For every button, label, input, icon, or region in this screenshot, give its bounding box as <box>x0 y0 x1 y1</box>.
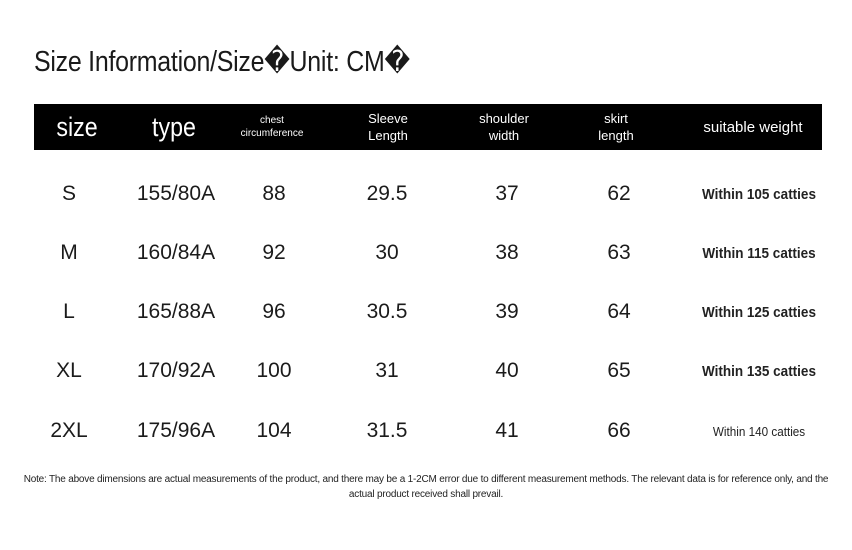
table-row: S 155/80A 88 29.5 37 62 Within 105 catti… <box>0 174 852 214</box>
header-size: size <box>56 111 98 142</box>
cell-shoulder: 41 <box>495 419 519 442</box>
header-skirt: skirt length <box>598 111 634 143</box>
cell-shoulder: 38 <box>495 241 519 264</box>
cell-sleeve: 30.5 <box>366 300 408 323</box>
cell-skirt: 64 <box>607 300 631 323</box>
cell-type: 175/96A <box>136 419 216 442</box>
cell-chest: 88 <box>262 182 286 205</box>
header-shoulder: shoulder width <box>479 111 529 143</box>
cell-size: S <box>61 182 76 205</box>
cell-sleeve: 31 <box>375 359 399 382</box>
cell-skirt: 63 <box>607 241 631 264</box>
header-weight: suitable weight <box>703 118 803 136</box>
cell-sleeve: 29.5 <box>366 182 408 205</box>
cell-skirt: 66 <box>607 419 631 442</box>
cell-sleeve: 30 <box>375 241 399 264</box>
cell-type: 170/92A <box>136 359 216 382</box>
header-type: type <box>152 111 196 142</box>
cell-type: 155/80A <box>136 182 216 205</box>
table-row: 2XL 175/96A 104 31.5 41 66 Within 140 ca… <box>0 411 852 451</box>
table-row: L 165/88A 96 30.5 39 64 Within 125 catti… <box>0 292 852 332</box>
cell-size: XL <box>56 359 82 382</box>
cell-skirt: 62 <box>607 182 631 205</box>
header-sleeve: Sleeve Length <box>368 111 408 143</box>
cell-size: 2XL <box>50 419 88 442</box>
cell-chest: 96 <box>262 300 286 323</box>
page-title: Size Information/Size�Unit: CM� <box>34 46 410 78</box>
cell-weight: Within 105 catties <box>702 185 816 203</box>
footnote: Note: The above dimensions are actual me… <box>23 474 829 500</box>
cell-chest: 92 <box>262 241 286 264</box>
cell-shoulder: 39 <box>495 300 519 323</box>
cell-shoulder: 40 <box>495 359 519 382</box>
cell-weight: Within 140 catties <box>712 423 806 439</box>
cell-type: 165/88A <box>136 300 216 323</box>
table-header: size type chest circumference Sleeve Len… <box>34 104 822 150</box>
header-chest: chest circumference <box>240 115 304 139</box>
table-row: XL 170/92A 100 31 40 65 Within 135 catti… <box>0 351 852 391</box>
cell-weight: Within 115 catties <box>702 244 816 262</box>
cell-chest: 104 <box>256 419 292 442</box>
cell-type: 160/84A <box>136 241 216 264</box>
table-row: M 160/84A 92 30 38 63 Within 115 catties <box>0 233 852 273</box>
cell-weight: Within 135 catties <box>702 362 816 380</box>
cell-sleeve: 31.5 <box>366 419 408 442</box>
cell-weight: Within 125 catties <box>702 303 816 321</box>
cell-size: M <box>60 241 78 264</box>
cell-size: L <box>63 300 75 323</box>
cell-shoulder: 37 <box>495 182 519 205</box>
cell-skirt: 65 <box>607 359 631 382</box>
cell-chest: 100 <box>256 359 292 382</box>
